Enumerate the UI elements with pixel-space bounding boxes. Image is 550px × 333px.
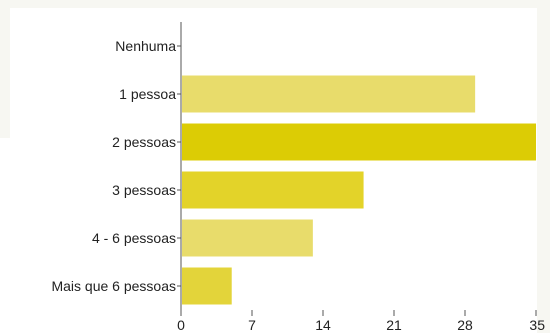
category-label: 3 pessoas	[112, 182, 176, 198]
category-label: Mais que 6 pessoas	[51, 278, 176, 294]
category-labels-group: Nenhuma 1 pessoa 2 pessoas 3 pessoas 4 - 6 p…	[51, 38, 176, 294]
background-panel-left	[0, 0, 10, 138]
axes-group	[177, 22, 537, 316]
x-tick-label: 21	[386, 317, 402, 333]
bar-1	[182, 75, 476, 113]
category-label: Nenhuma	[115, 38, 176, 54]
background-panel-right	[537, 0, 550, 333]
x-tick-label: 35	[529, 317, 545, 333]
category-label: 4 - 6 pessoas	[92, 230, 176, 246]
x-tick-label: 14	[315, 317, 331, 333]
bar-3	[182, 171, 364, 209]
x-axis-ticks-group: 0 7 14 21 28 35	[177, 317, 545, 333]
x-tick-label: 7	[248, 317, 256, 333]
x-tick-label: 28	[457, 317, 473, 333]
category-label: 1 pessoa	[119, 86, 176, 102]
bar-4	[182, 219, 313, 257]
bar-5	[182, 267, 232, 305]
background-panel-top	[0, 0, 550, 8]
x-tick-label: 0	[177, 317, 185, 333]
bar-2	[182, 123, 536, 161]
bars-group	[182, 75, 536, 305]
category-label: 2 pessoas	[112, 134, 176, 150]
